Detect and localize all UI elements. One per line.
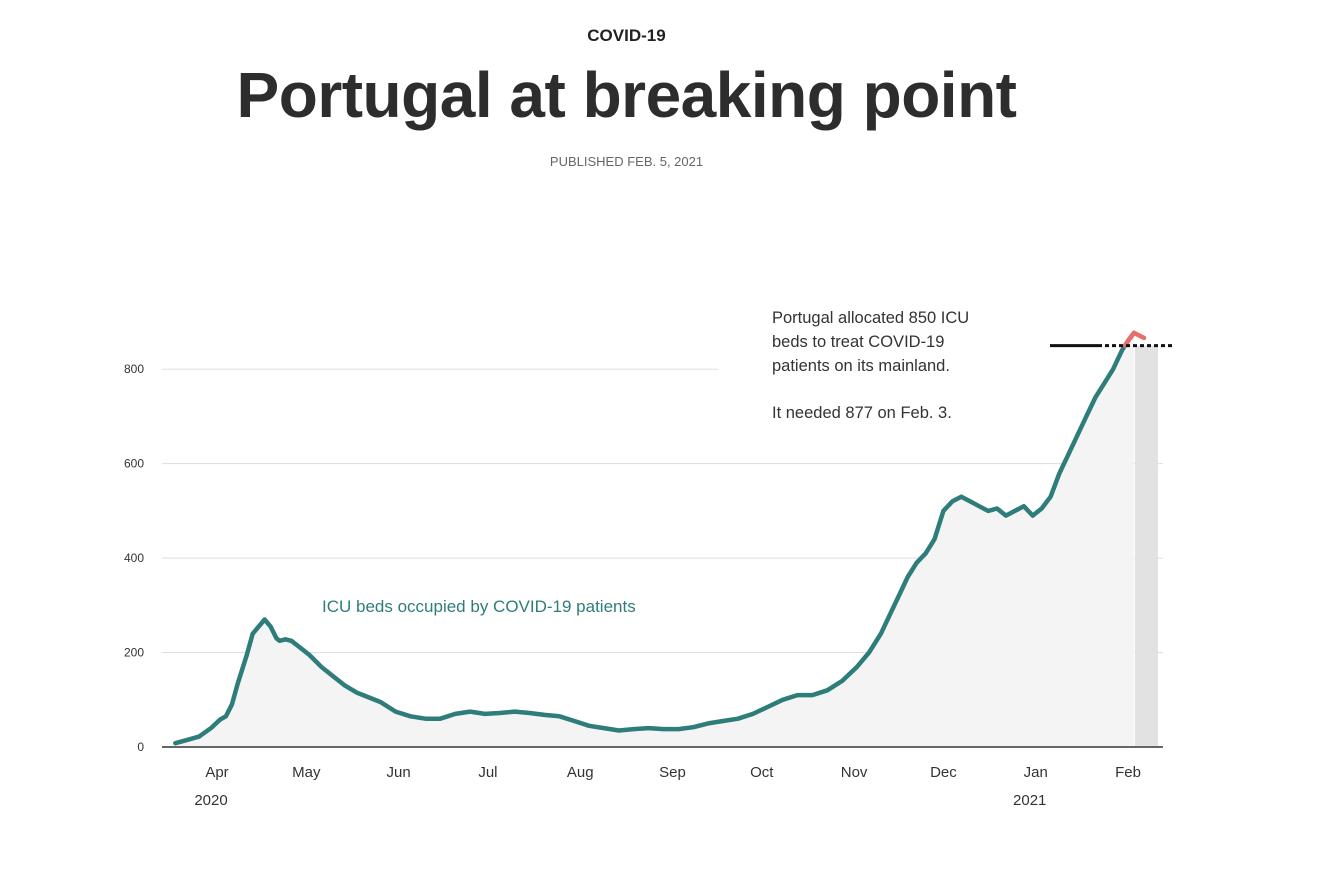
x-tick-label-aug: Aug [567,764,594,781]
capacity-annotation: Portugal allocated 850 ICU beds to treat… [772,309,969,422]
x-tick-label-jul: Jul [478,764,497,781]
recent-period-shade [1135,345,1158,747]
x-tick-label-jan: Jan [1024,764,1048,781]
y-tick-label-800: 800 [124,362,144,376]
x-tick-label-oct: Oct [750,764,774,781]
x-year-label-2020: 2020 [194,792,227,809]
page-title: Portugal at breaking point [236,59,1017,131]
series-over-capacity [1122,330,1147,348]
y-tick-label-400: 400 [124,551,144,565]
y-tick-label-600: 600 [124,457,144,471]
x-tick-label-apr: Apr [205,764,228,781]
series-label: ICU beds occupied by COVID-19 patients [322,597,636,616]
series-line [173,330,1137,746]
x-tick-label-jun: Jun [387,764,411,781]
annotation-line-2: beds to treat COVID-19 [772,333,944,351]
x-tick-label-feb: Feb [1115,764,1141,781]
annotation-line-1: Portugal allocated 850 ICU [772,309,969,327]
x-tick-label-nov: Nov [841,764,868,781]
x-tick-label-may: May [292,764,321,781]
x-axis: Apr 2020 May Jun Jul Aug Sep Oct Nov Dec Jan 2021 Fe… [194,764,1141,809]
y-tick-label-0: 0 [137,740,144,754]
series-area [175,332,1135,747]
x-tick-label-dec: Dec [930,764,957,781]
kicker: COVID-19 [587,26,666,45]
y-axis: 0 200 400 600 800 [124,362,144,754]
y-tick-label-200: 200 [124,646,144,660]
x-tick-label-sep: Sep [659,764,686,781]
x-year-label-2021: 2021 [1013,792,1046,809]
published-date: PUBLISHED FEB. 5, 2021 [549,154,704,169]
annotation-line-3: patients on its mainland. [772,357,950,375]
annotation-line-4: It needed 877 on Feb. 3. [772,404,952,422]
